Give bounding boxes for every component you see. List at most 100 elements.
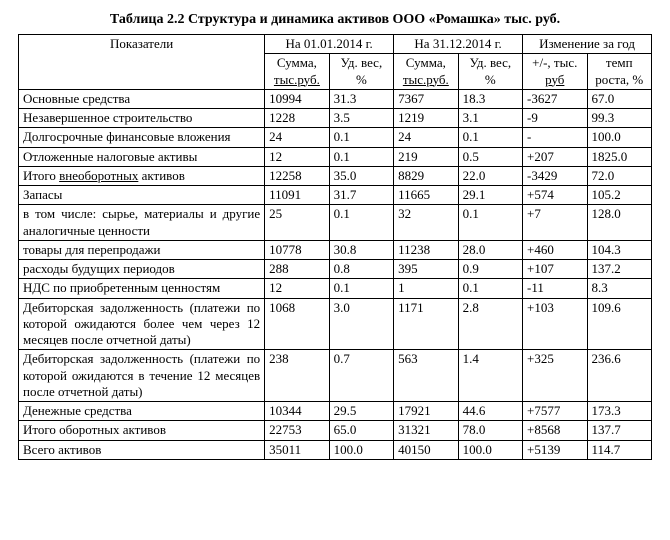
cell-sum-start: 10344	[265, 402, 329, 421]
cell-rate: 137.2	[587, 260, 652, 279]
cell-wt-end: 18.3	[458, 89, 522, 108]
table-row: Долгосрочные финансовые вложения240.1240…	[19, 128, 652, 147]
cell-rate: 104.3	[587, 240, 652, 259]
table-row: Итого внеоборотных активов1225835.088292…	[19, 166, 652, 185]
cell-delta: +460	[523, 240, 587, 259]
cell-wt-start: 30.8	[329, 240, 393, 259]
cell-delta: -9	[523, 109, 587, 128]
cell-delta: -	[523, 128, 587, 147]
table-row: Итого оборотных активов2275365.03132178.…	[19, 421, 652, 440]
cell-sum-end: 24	[394, 128, 458, 147]
cell-rate: 114.7	[587, 440, 652, 459]
cell-sum-start: 288	[265, 260, 329, 279]
th-sum-start: Сумма, тыс.руб.	[265, 54, 329, 90]
cell-indicator: Дебиторская задолженность (платежи по ко…	[19, 350, 265, 402]
cell-wt-start: 0.1	[329, 147, 393, 166]
table-row: Запасы1109131.71166529.1+574105.2	[19, 186, 652, 205]
table-row: Всего активов35011100.040150100.0+513911…	[19, 440, 652, 459]
cell-delta: -3429	[523, 166, 587, 185]
cell-wt-end: 0.1	[458, 128, 522, 147]
table-row: расходы будущих периодов2880.83950.9+107…	[19, 260, 652, 279]
cell-indicator: Основные средства	[19, 89, 265, 108]
cell-delta: -11	[523, 279, 587, 298]
cell-wt-start: 31.3	[329, 89, 393, 108]
table-title: Таблица 2.2 Структура и динамика активов…	[18, 12, 652, 28]
cell-delta: +5139	[523, 440, 587, 459]
cell-sum-start: 1228	[265, 109, 329, 128]
cell-wt-end: 100.0	[458, 440, 522, 459]
cell-delta: +8568	[523, 421, 587, 440]
cell-wt-start: 0.1	[329, 128, 393, 147]
cell-sum-start: 35011	[265, 440, 329, 459]
cell-rate: 137.7	[587, 421, 652, 440]
table-row: Дебиторская задолженность (платежи по ко…	[19, 298, 652, 350]
cell-sum-end: 11665	[394, 186, 458, 205]
cell-delta: +107	[523, 260, 587, 279]
th-sum-end: Сумма, тыс.руб.	[394, 54, 458, 90]
cell-indicator: Всего активов	[19, 440, 265, 459]
cell-delta: +325	[523, 350, 587, 402]
cell-rate: 109.6	[587, 298, 652, 350]
cell-wt-end: 22.0	[458, 166, 522, 185]
cell-indicator: расходы будущих периодов	[19, 260, 265, 279]
cell-sum-start: 12258	[265, 166, 329, 185]
cell-rate: 236.6	[587, 350, 652, 402]
table-row: товары для перепродажи1077830.81123828.0…	[19, 240, 652, 259]
th-wt-end: Уд. вес, %	[458, 54, 522, 90]
cell-delta: +7577	[523, 402, 587, 421]
cell-wt-end: 0.1	[458, 279, 522, 298]
cell-wt-end: 2.8	[458, 298, 522, 350]
cell-rate: 1825.0	[587, 147, 652, 166]
th-indicators: Показатели	[19, 35, 265, 90]
cell-wt-end: 78.0	[458, 421, 522, 440]
cell-sum-end: 1219	[394, 109, 458, 128]
cell-rate: 72.0	[587, 166, 652, 185]
th-period-end: На 31.12.2014 г.	[394, 35, 523, 54]
cell-indicator: Отложенные налоговые активы	[19, 147, 265, 166]
cell-indicator: Денежные средства	[19, 402, 265, 421]
cell-sum-start: 1068	[265, 298, 329, 350]
cell-sum-start: 12	[265, 147, 329, 166]
cell-wt-end: 0.9	[458, 260, 522, 279]
cell-sum-start: 10778	[265, 240, 329, 259]
cell-sum-start: 12	[265, 279, 329, 298]
th-period-start: На 01.01.2014 г.	[265, 35, 394, 54]
cell-wt-start: 0.1	[329, 205, 393, 241]
table-header: Показатели На 01.01.2014 г. На 31.12.201…	[19, 35, 652, 90]
cell-rate: 128.0	[587, 205, 652, 241]
cell-indicator: в том числе: сырье, материалы и другие а…	[19, 205, 265, 241]
cell-delta: +7	[523, 205, 587, 241]
table-body: Основные средства1099431.3736718.3-36276…	[19, 89, 652, 459]
table-row: Денежные средства1034429.51792144.6+7577…	[19, 402, 652, 421]
cell-rate: 99.3	[587, 109, 652, 128]
cell-wt-start: 0.7	[329, 350, 393, 402]
cell-rate: 100.0	[587, 128, 652, 147]
cell-wt-end: 3.1	[458, 109, 522, 128]
cell-wt-start: 35.0	[329, 166, 393, 185]
cell-sum-end: 1	[394, 279, 458, 298]
cell-sum-end: 7367	[394, 89, 458, 108]
cell-sum-end: 1171	[394, 298, 458, 350]
cell-delta: +103	[523, 298, 587, 350]
cell-rate: 173.3	[587, 402, 652, 421]
cell-rate: 105.2	[587, 186, 652, 205]
table-row: НДС по приобретенным ценностям120.110.1-…	[19, 279, 652, 298]
cell-indicator: Запасы	[19, 186, 265, 205]
cell-sum-start: 25	[265, 205, 329, 241]
cell-sum-end: 8829	[394, 166, 458, 185]
table-row: Основные средства1099431.3736718.3-36276…	[19, 89, 652, 108]
th-delta: +/-, тыс. руб	[523, 54, 587, 90]
cell-sum-start: 11091	[265, 186, 329, 205]
cell-rate: 67.0	[587, 89, 652, 108]
th-change: Изменение за год	[523, 35, 652, 54]
cell-rate: 8.3	[587, 279, 652, 298]
cell-wt-start: 0.8	[329, 260, 393, 279]
cell-wt-start: 65.0	[329, 421, 393, 440]
cell-indicator: Незавершенное строительство	[19, 109, 265, 128]
cell-sum-start: 10994	[265, 89, 329, 108]
assets-table: Показатели На 01.01.2014 г. На 31.12.201…	[18, 34, 652, 460]
cell-sum-start: 22753	[265, 421, 329, 440]
th-wt-start: Уд. вес, %	[329, 54, 393, 90]
cell-delta: +207	[523, 147, 587, 166]
cell-wt-start: 100.0	[329, 440, 393, 459]
